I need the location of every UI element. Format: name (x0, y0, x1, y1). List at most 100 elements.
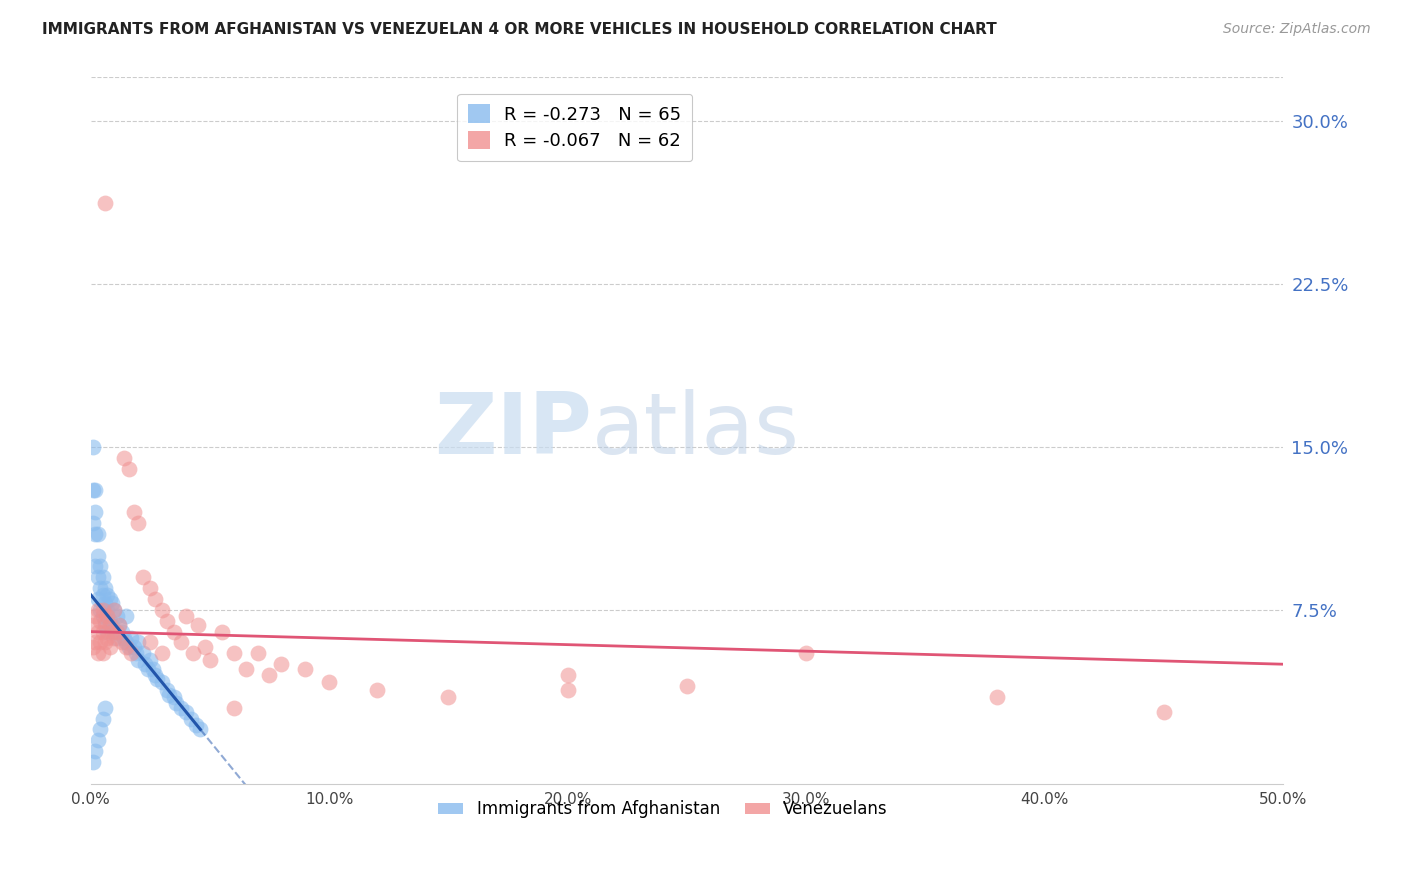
Point (198, 653, 221, 667)
Point (174, 705, 197, 719)
Point (82, 755, 104, 769)
Point (132, 570, 155, 584)
Point (87, 570, 110, 584)
Point (136, 662, 159, 676)
Point (270, 657, 292, 672)
Point (139, 653, 162, 667)
Point (112, 631, 135, 645)
Point (222, 646, 245, 660)
Point (91, 570, 114, 584)
Point (101, 596, 124, 610)
Point (139, 635, 162, 649)
Point (101, 624, 124, 639)
Point (187, 618, 209, 632)
Point (89, 559, 111, 574)
Point (139, 581, 162, 595)
Point (89, 723, 111, 737)
Point (108, 618, 131, 632)
Point (96, 603, 118, 617)
Point (127, 653, 149, 667)
Point (120, 646, 142, 660)
Point (82, 483, 104, 498)
Point (84, 635, 107, 649)
Point (96, 609, 118, 624)
Point (122, 640, 145, 654)
Point (557, 668, 579, 682)
Point (115, 609, 138, 624)
Point (94, 635, 117, 649)
Point (87, 526, 110, 541)
Point (120, 631, 142, 645)
Point (94, 581, 117, 595)
Point (84, 744, 107, 758)
Point (94, 700, 117, 714)
Point (194, 640, 217, 654)
Point (98, 640, 121, 654)
Point (91, 588, 114, 602)
Point (87, 646, 110, 660)
Point (294, 662, 316, 676)
Point (82, 440, 104, 454)
Point (115, 640, 138, 654)
Point (98, 614, 121, 628)
Point (91, 712, 114, 726)
Point (794, 646, 817, 660)
Point (94, 196, 117, 211)
Point (94, 596, 117, 610)
Point (986, 690, 1008, 704)
Point (87, 624, 110, 639)
Point (118, 640, 141, 654)
Legend: Immigrants from Afghanistan, Venezuelans: Immigrants from Afghanistan, Venezuelans (432, 794, 894, 825)
Point (89, 614, 111, 628)
Point (87, 549, 110, 563)
Point (111, 635, 134, 649)
Point (91, 603, 114, 617)
Point (146, 673, 169, 687)
Point (103, 603, 125, 617)
Point (87, 733, 110, 747)
Point (170, 700, 193, 714)
Point (105, 631, 128, 645)
Point (89, 581, 111, 595)
Point (143, 668, 166, 682)
Point (180, 712, 202, 726)
Point (184, 718, 207, 732)
Point (98, 592, 121, 607)
Point (127, 516, 149, 530)
Point (96, 588, 118, 602)
Point (91, 624, 114, 639)
Point (87, 592, 110, 607)
Point (1153, 705, 1175, 719)
Text: IMMIGRANTS FROM AFGHANISTAN VS VENEZUELAN 4 OR MORE VEHICLES IN HOUSEHOLD CORREL: IMMIGRANTS FROM AFGHANISTAN VS VENEZUELA… (42, 22, 997, 37)
Point (150, 603, 173, 617)
Point (96, 631, 118, 645)
Point (89, 635, 111, 649)
Point (87, 603, 110, 617)
Point (82, 618, 104, 632)
Point (150, 674, 173, 689)
Point (89, 603, 111, 617)
Point (150, 646, 173, 660)
Point (127, 635, 149, 649)
Point (101, 618, 124, 632)
Point (437, 690, 460, 704)
Point (82, 516, 104, 530)
Text: Source: ZipAtlas.com: Source: ZipAtlas.com (1223, 22, 1371, 37)
Point (170, 635, 193, 649)
Point (82, 640, 104, 654)
Point (318, 674, 340, 689)
Point (103, 631, 125, 645)
Point (115, 635, 138, 649)
Point (84, 559, 107, 574)
Point (246, 646, 269, 660)
Point (181, 646, 204, 660)
Point (125, 646, 148, 660)
Point (94, 618, 117, 632)
Text: ZIP: ZIP (433, 389, 592, 472)
Point (105, 609, 128, 624)
Point (188, 723, 211, 737)
Point (222, 700, 245, 714)
Point (108, 618, 131, 632)
Point (142, 662, 165, 676)
Point (163, 624, 186, 639)
